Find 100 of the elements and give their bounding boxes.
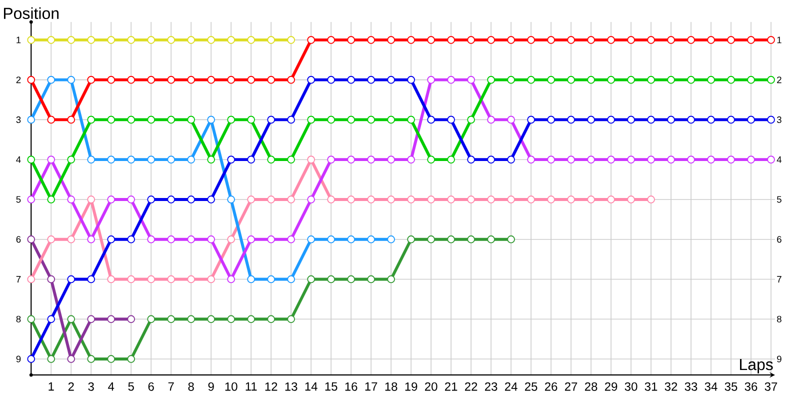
point [727, 156, 735, 164]
point [207, 315, 216, 324]
point [227, 36, 236, 44]
point [107, 315, 116, 324]
point [607, 76, 615, 84]
point [327, 36, 336, 44]
point [47, 355, 56, 363]
point [207, 76, 216, 84]
x-tick-label: 16 [345, 382, 358, 391]
point [307, 116, 316, 124]
point [407, 156, 416, 164]
x-tick-label: 33 [684, 382, 698, 391]
point [387, 156, 396, 164]
point [347, 196, 356, 204]
point [247, 315, 256, 324]
point [107, 36, 116, 44]
point [147, 196, 156, 204]
point [267, 36, 276, 44]
point [127, 315, 136, 324]
point [67, 235, 76, 244]
point [27, 355, 36, 363]
point [547, 156, 555, 164]
y-axis-title: Position [4, 7, 59, 20]
point [87, 156, 96, 164]
point [127, 36, 136, 44]
point [707, 156, 715, 164]
point [27, 76, 36, 84]
x-tick-label: 1 [48, 382, 54, 391]
x-tick-label: 20 [425, 382, 438, 391]
point [367, 196, 376, 204]
point [67, 116, 76, 124]
y2-tick-label: 7 [777, 276, 782, 282]
y2-tick-label: 9 [777, 356, 782, 362]
point [267, 156, 276, 164]
point [27, 116, 36, 124]
point [27, 36, 36, 44]
x-tick-label: 29 [604, 382, 618, 391]
point [167, 156, 176, 164]
point [107, 275, 116, 284]
point [27, 235, 36, 244]
point [627, 36, 635, 44]
point [627, 156, 635, 164]
point [107, 196, 116, 204]
point [167, 116, 176, 124]
point [427, 76, 435, 84]
x-tick-label: 2 [68, 382, 74, 391]
point [767, 156, 775, 164]
point [207, 36, 216, 44]
point [27, 196, 36, 204]
point [327, 116, 336, 124]
point [707, 76, 715, 84]
point [127, 275, 136, 284]
point [87, 235, 96, 244]
point [627, 116, 635, 124]
point [187, 156, 196, 164]
point [387, 36, 396, 44]
point [647, 36, 655, 44]
point [247, 275, 256, 284]
y2-tick-label: 1 [777, 36, 782, 44]
point [347, 116, 356, 124]
y-tick-label: 2 [16, 76, 21, 84]
x-tick-label: 5 [128, 382, 134, 391]
point [607, 36, 615, 44]
point [27, 275, 36, 284]
point [227, 156, 236, 164]
y2-tick-label: 4 [776, 156, 782, 163]
point [67, 36, 76, 44]
point [167, 196, 176, 204]
point [227, 76, 236, 84]
point [367, 116, 376, 124]
point [747, 36, 755, 44]
point [127, 76, 136, 84]
point [107, 76, 116, 84]
point [187, 36, 196, 44]
point [87, 355, 96, 363]
point [447, 116, 455, 124]
x-tick-label: 17 [365, 382, 378, 391]
point [647, 156, 655, 164]
point [527, 156, 535, 164]
point [227, 116, 236, 124]
point [367, 235, 376, 244]
point [247, 196, 256, 204]
point [307, 196, 316, 204]
point [527, 116, 535, 124]
y-tick-label: 8 [16, 316, 21, 322]
point [287, 156, 296, 164]
point [447, 76, 455, 84]
point [367, 36, 376, 44]
x-tick-label: 10 [225, 382, 238, 391]
point [247, 235, 256, 244]
point [407, 196, 416, 204]
x-tick-label: 28 [584, 382, 598, 391]
point [587, 76, 595, 84]
point [87, 196, 96, 204]
point [427, 196, 435, 204]
point [587, 196, 595, 204]
point [547, 76, 555, 84]
point [627, 196, 635, 204]
point [127, 196, 136, 204]
point [67, 196, 76, 204]
